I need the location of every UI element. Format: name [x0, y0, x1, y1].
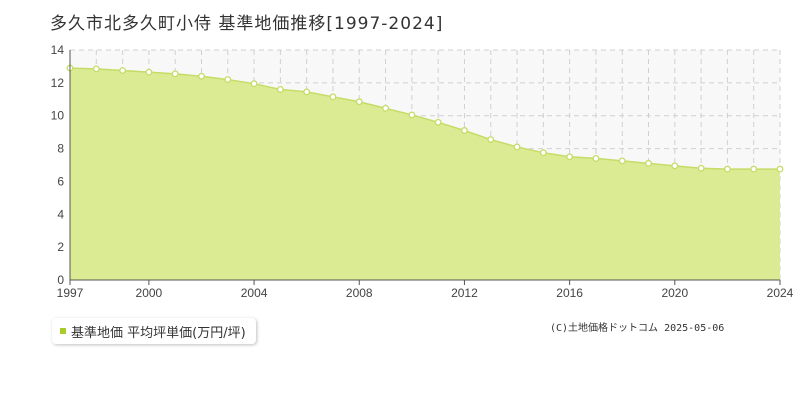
y-tick-label: 6 [57, 174, 64, 188]
data-point [460, 127, 468, 134]
x-tick-label: 2020 [661, 286, 688, 300]
legend-swatch [60, 328, 66, 334]
y-tick-label: 4 [57, 207, 64, 221]
data-point [645, 159, 652, 167]
x-tick-label: 2012 [451, 286, 478, 300]
data-point [329, 93, 337, 101]
x-tick-label: 1997 [57, 286, 84, 300]
data-point [513, 143, 521, 151]
data-point [198, 72, 205, 80]
y-tick-label: 2 [57, 240, 64, 254]
y-tick-label: 0 [57, 273, 64, 287]
data-point [119, 67, 127, 74]
x-tick-label: 2016 [556, 286, 583, 300]
legend: 基準地価 平均坪単価(万円/坪) [52, 318, 256, 344]
data-point [382, 104, 390, 112]
data-point [592, 154, 600, 162]
data-point [408, 111, 416, 119]
y-tick-label: 8 [57, 142, 64, 156]
data-point [697, 164, 705, 172]
series-area [70, 68, 780, 280]
y-tick-label: 14 [51, 43, 65, 57]
data-point [750, 165, 758, 173]
series-line [69, 67, 780, 170]
data-point [276, 85, 284, 93]
x-tick-label: 2000 [136, 286, 163, 300]
y-tick-label: 10 [51, 109, 65, 123]
data-point [224, 76, 232, 84]
data-point [723, 165, 731, 173]
x-tick-label: 2008 [346, 286, 373, 300]
data-point [671, 162, 679, 170]
data-point [487, 136, 495, 143]
data-point [539, 149, 547, 157]
data-point [250, 80, 258, 88]
y-tick-label: 12 [51, 76, 65, 90]
legend-label: 基準地価 平均坪単価(万円/坪) [71, 325, 246, 341]
data-point [776, 165, 784, 173]
chart-title: 多久市北多久町小侍 基準地価推移[1997-2024] [50, 14, 444, 34]
data-point [145, 68, 153, 76]
data-point [171, 70, 179, 78]
data-point [92, 65, 100, 73]
data-point [355, 98, 363, 106]
data-point [434, 118, 442, 126]
data-point [618, 157, 626, 165]
x-tick-label: 2004 [241, 286, 268, 300]
data-point [303, 88, 311, 96]
copyright-text: (C)土地価格ドットコム 2025-05-06 [550, 323, 725, 334]
x-tick-label: 2024 [767, 286, 794, 300]
data-point [566, 153, 574, 161]
